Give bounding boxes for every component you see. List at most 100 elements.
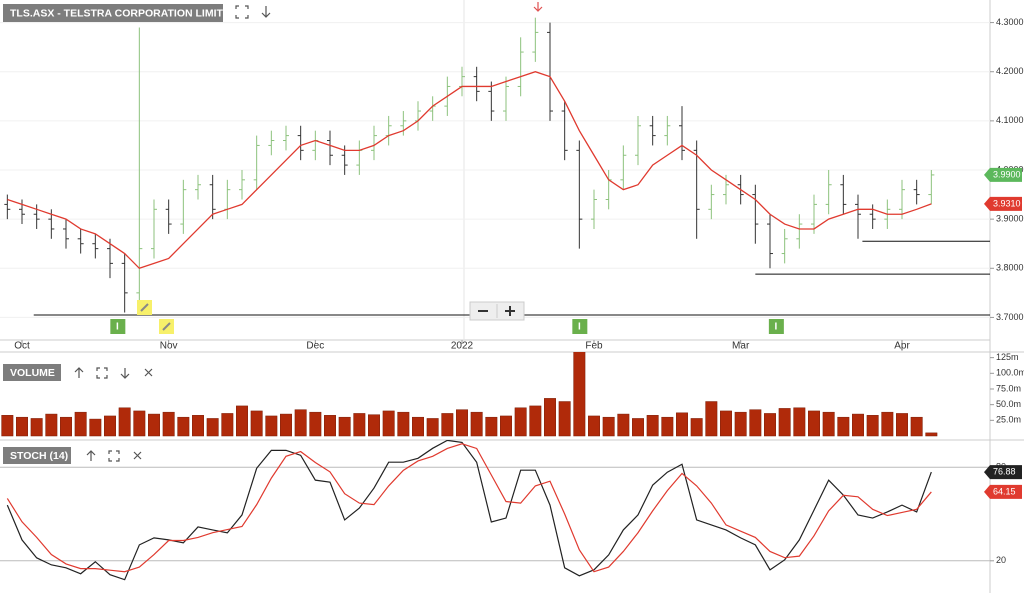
volume-bar bbox=[206, 418, 219, 437]
volume-bar bbox=[485, 416, 498, 437]
y-tick-label: 20 bbox=[996, 555, 1006, 565]
value-label-box bbox=[984, 465, 1022, 480]
volume-bar bbox=[734, 411, 747, 437]
volume-bar bbox=[617, 413, 630, 437]
signal-arrow[interactable] bbox=[533, 2, 543, 12]
volume-bar bbox=[470, 411, 483, 437]
y-tick-label: 3.9000 bbox=[996, 214, 1024, 224]
volume-bar bbox=[280, 413, 292, 437]
event-label: I bbox=[116, 322, 119, 333]
zoom-icons[interactable] bbox=[478, 306, 515, 316]
event-label: I bbox=[578, 322, 581, 333]
chart-title: TLS.ASX - TELSTRA CORPORATION LIMITED bbox=[10, 7, 238, 19]
volume-bar bbox=[368, 414, 380, 437]
event-label: I bbox=[774, 322, 777, 333]
volume-bar bbox=[89, 418, 102, 437]
volume-bar bbox=[544, 398, 556, 437]
volume-bar bbox=[852, 413, 864, 437]
value-label: 64.15 bbox=[993, 486, 1016, 496]
event-marker[interactable] bbox=[572, 319, 588, 334]
value-label-box bbox=[984, 167, 1022, 182]
x-tick-label: Nov bbox=[160, 341, 178, 352]
volume-bar bbox=[822, 411, 835, 437]
y-tick-label: 4.1000 bbox=[996, 115, 1024, 125]
volume-bar bbox=[896, 413, 908, 437]
moving-average bbox=[7, 71, 932, 270]
volume-bar bbox=[162, 411, 175, 437]
volume-bar bbox=[324, 415, 336, 437]
value-label-box bbox=[984, 196, 1022, 211]
volume-bar bbox=[720, 410, 732, 437]
volume-bar bbox=[74, 411, 87, 437]
y-tick-label: 4.3000 bbox=[996, 17, 1024, 27]
volume-bar bbox=[881, 411, 894, 437]
volume-bar bbox=[148, 413, 160, 437]
x-tick-label: Apr bbox=[894, 341, 910, 352]
volume-bar bbox=[910, 416, 923, 437]
volume-bar bbox=[133, 410, 146, 437]
volume-bar bbox=[558, 401, 571, 437]
value-label: 3.9900 bbox=[993, 169, 1021, 179]
volume-bar bbox=[30, 418, 43, 437]
panel bbox=[0, 440, 990, 581]
volume-bar bbox=[118, 407, 131, 437]
note-icon bbox=[162, 322, 171, 331]
y-tick-label: 50.0m bbox=[996, 399, 1021, 409]
toolbar-icons[interactable] bbox=[235, 5, 271, 19]
event-marker[interactable] bbox=[110, 319, 126, 334]
event-marker[interactable] bbox=[768, 319, 784, 334]
volume-bar bbox=[573, 352, 586, 437]
volume-bar bbox=[588, 415, 600, 437]
panel-icons[interactable] bbox=[86, 450, 142, 462]
volume-bar bbox=[602, 416, 615, 437]
x-tick-label: Dec bbox=[306, 341, 324, 352]
volume-bar bbox=[309, 411, 322, 437]
title-box bbox=[3, 364, 61, 381]
volume-bar bbox=[925, 432, 938, 437]
volume-bar bbox=[265, 415, 278, 437]
y-tick-label: 75.0m bbox=[996, 383, 1021, 393]
y-tick-label: 100.0m bbox=[996, 368, 1024, 378]
volume-bar bbox=[632, 418, 644, 437]
stoch-line bbox=[6, 443, 932, 573]
volume-bar bbox=[250, 410, 263, 437]
panel-title: VOLUME bbox=[10, 367, 55, 379]
volume-bar bbox=[1, 415, 14, 437]
volume-bar bbox=[456, 409, 468, 437]
x-tick-label: Feb bbox=[585, 341, 603, 352]
volume-bar bbox=[837, 416, 850, 437]
volume-bar bbox=[382, 410, 395, 437]
panel bbox=[1, 352, 938, 437]
volume-bar bbox=[16, 416, 28, 437]
volume-bar bbox=[705, 401, 718, 437]
volume-bar bbox=[749, 409, 762, 437]
volume-bar bbox=[177, 416, 190, 437]
value-label: 76.88 bbox=[993, 466, 1016, 476]
volume-bar bbox=[60, 416, 72, 437]
title-box bbox=[3, 447, 71, 464]
volume-bar bbox=[866, 415, 879, 437]
panel-icons[interactable] bbox=[74, 367, 153, 379]
volume-bar bbox=[793, 407, 806, 437]
volume-bar bbox=[778, 408, 791, 437]
volume-bar bbox=[338, 416, 351, 437]
volume-bar bbox=[104, 415, 116, 437]
volume-bar bbox=[514, 407, 527, 437]
volume-bar bbox=[221, 413, 234, 437]
volume-bar bbox=[236, 405, 248, 437]
volume-bar bbox=[690, 418, 703, 437]
panel-title: STOCH (14) bbox=[10, 450, 68, 462]
volume-bar bbox=[529, 405, 542, 437]
volume-bar bbox=[661, 416, 674, 437]
volume-bar bbox=[808, 410, 820, 437]
volume-bar bbox=[676, 412, 688, 437]
volume-bar bbox=[294, 409, 307, 437]
note-icon bbox=[140, 303, 149, 312]
x-tick-label: 2022 bbox=[451, 341, 474, 352]
volume-bar bbox=[441, 413, 454, 437]
y-tick-label: 3.7000 bbox=[996, 312, 1024, 322]
volume-bar bbox=[426, 418, 439, 437]
y-tick-label: 125m bbox=[996, 352, 1019, 362]
y-tick-label: 25.0m bbox=[996, 415, 1021, 425]
